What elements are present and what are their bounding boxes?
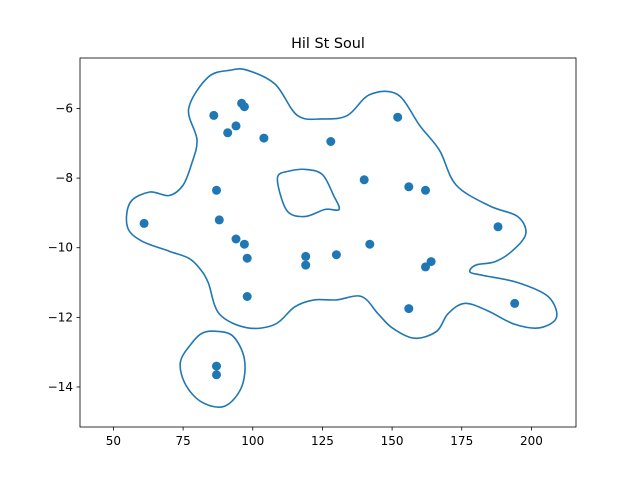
data-point-8 (359, 175, 369, 185)
data-point-9 (404, 182, 414, 192)
contour-lines (125, 68, 558, 408)
data-point-3 (231, 121, 241, 131)
data-point-15 (239, 239, 249, 249)
data-point-26 (510, 298, 520, 308)
data-point-7 (393, 112, 403, 122)
plot-frame (79, 57, 577, 428)
data-point-1 (239, 102, 249, 112)
x-tick-label: 200 (520, 434, 543, 448)
contour-line-1 (276, 168, 341, 218)
chart-title: Hil St Soul (291, 36, 365, 52)
x-tick-label: 75 (175, 434, 190, 448)
data-point-16 (242, 253, 252, 263)
y-tick-label: −10 (48, 241, 73, 255)
data-point-4 (223, 128, 233, 138)
x-axis-ticks: 50 75 100 125 150 175 200 (106, 427, 543, 448)
y-tick-label: −6 (55, 101, 73, 115)
contour-line-0 (125, 68, 558, 340)
data-point-5 (259, 133, 269, 143)
data-point-27 (212, 361, 221, 371)
data-points (139, 98, 520, 380)
data-point-17 (301, 251, 311, 261)
contour-line-2 (179, 330, 246, 408)
y-tick-label: −14 (48, 380, 73, 394)
data-point-19 (331, 250, 341, 260)
data-point-24 (242, 292, 252, 301)
data-point-28 (212, 370, 221, 380)
y-axis-ticks: −14 −12 −10 −8 −6 (48, 101, 80, 394)
data-point-13 (139, 218, 149, 228)
data-point-10 (421, 185, 430, 195)
data-point-23 (421, 262, 430, 272)
x-tick-label: 175 (450, 434, 473, 448)
data-point-18 (301, 260, 311, 270)
x-tick-label: 100 (241, 434, 264, 448)
data-point-14 (231, 234, 241, 244)
data-point-2 (209, 110, 219, 120)
y-tick-label: −12 (48, 310, 73, 324)
data-point-25 (404, 304, 414, 314)
y-tick-label: −8 (55, 171, 73, 185)
data-point-22 (426, 257, 436, 267)
data-point-12 (214, 215, 224, 225)
data-point-11 (212, 185, 221, 195)
data-point-20 (365, 239, 375, 249)
x-tick-label: 125 (311, 434, 334, 448)
data-point-6 (326, 137, 336, 146)
data-point-21 (493, 222, 503, 232)
x-tick-label: 50 (106, 434, 121, 448)
x-tick-label: 150 (381, 434, 404, 448)
